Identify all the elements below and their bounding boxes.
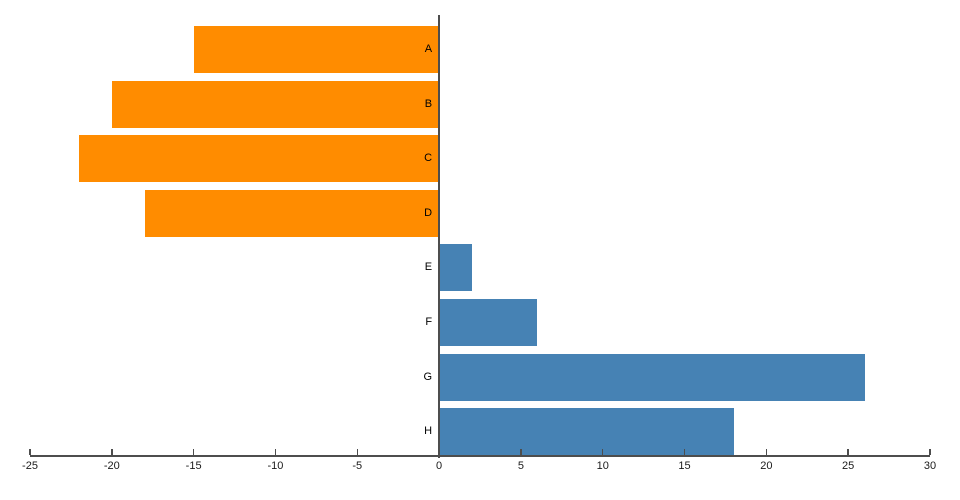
x-tick-label-10: 10 — [596, 460, 609, 472]
x-tick-label--25: -25 — [22, 460, 38, 472]
category-label-A: A — [424, 43, 433, 55]
x-tick-label--15: -15 — [185, 460, 202, 472]
category-label-B: B — [424, 97, 433, 110]
bar-C — [79, 135, 440, 183]
bar-H — [439, 408, 734, 456]
x-tick--5 — [356, 449, 359, 455]
x-tick-10 — [601, 449, 604, 455]
x-tick-15 — [683, 449, 686, 455]
x-tick--20 — [111, 449, 113, 455]
x-tick-label-5: 5 — [517, 460, 524, 472]
bar-E — [439, 244, 472, 292]
category-label-E: E — [424, 261, 433, 274]
x-tick-30 — [929, 449, 931, 455]
x-tick-5 — [520, 449, 522, 455]
category-label-G: G — [423, 370, 433, 383]
category-label-D: D — [424, 206, 433, 219]
x-tick-label-0: 0 — [436, 460, 443, 472]
bar-F — [439, 299, 538, 346]
x-tick--25 — [29, 449, 31, 455]
bar-B — [111, 80, 440, 128]
x-tick--15 — [192, 449, 195, 455]
x-tick-label--5: -5 — [352, 460, 363, 472]
x-tick-label--10: -10 — [267, 460, 284, 472]
x-tick-25 — [847, 449, 849, 455]
zero-baseline — [438, 15, 441, 458]
category-label-C: C — [424, 152, 433, 165]
bar-A — [193, 26, 440, 73]
x-tick-0 — [438, 449, 440, 455]
x-tick-label--20: -20 — [103, 460, 120, 472]
category-label-H: H — [424, 425, 433, 438]
bar-G — [439, 353, 865, 401]
x-axis-line — [30, 455, 930, 457]
x-tick--10 — [274, 449, 277, 455]
x-tick-20 — [765, 449, 768, 455]
x-tick-label-25: 25 — [842, 460, 855, 472]
bar-D — [144, 189, 440, 237]
x-tick-label-30: 30 — [923, 460, 937, 472]
category-label-F: F — [425, 316, 433, 328]
x-tick-label-20: 20 — [760, 460, 773, 472]
x-tick-label-15: 15 — [678, 460, 691, 472]
